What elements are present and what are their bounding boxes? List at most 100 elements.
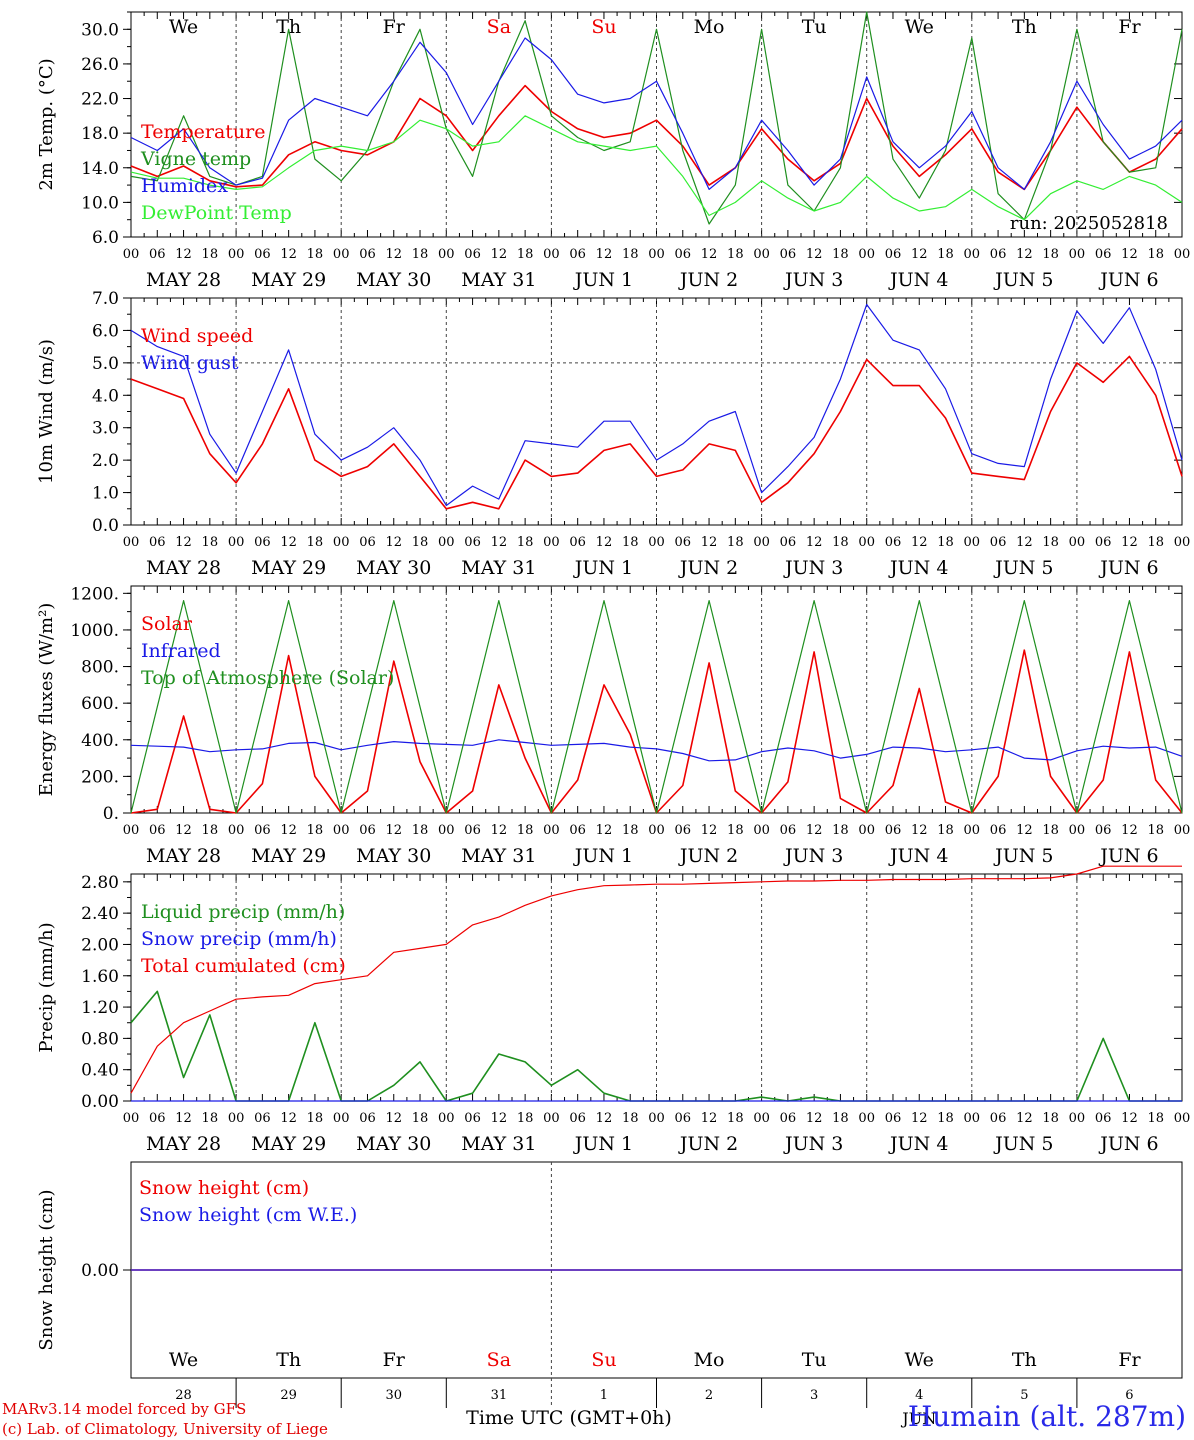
weekday-label: Th: [1012, 1349, 1037, 1371]
x-day-label: MAY 30: [356, 1133, 431, 1155]
y-tick-label: 6.0: [92, 321, 119, 341]
x-day-label: MAY 28: [146, 1133, 221, 1155]
panel-2: 0.0 1.0 2.0 3.0 4.0 5.0 6.0 7.0 10m Wind (m/s) Wi…: [36, 289, 1190, 579]
day-number-label: 3: [810, 1388, 818, 1403]
x-hour-label: 12: [175, 1111, 192, 1126]
day-number-label: 2: [705, 1388, 713, 1403]
x-hour-label: 06: [780, 247, 797, 262]
x-hour-label: 06: [359, 535, 376, 550]
x-hour-label: 18: [622, 535, 639, 550]
day-number-label: 1: [600, 1388, 608, 1403]
x-day-label: MAY 28: [146, 845, 221, 867]
x-hour-label: 12: [491, 535, 508, 550]
x-day-label: JUN 1: [573, 1133, 633, 1155]
y-tick-label: 1.20: [81, 998, 119, 1018]
x-hour-label: 18: [832, 247, 849, 262]
x-hour-label: 18: [1042, 247, 1059, 262]
x-hour-label: 12: [491, 247, 508, 262]
y-axis-label: 10m Wind (m/s): [36, 339, 57, 484]
y-tick-label: 800.: [81, 658, 119, 678]
x-day-label: MAY 29: [251, 845, 326, 867]
x-hour-label: 00: [123, 535, 140, 550]
x-hour-label: 06: [569, 823, 586, 838]
legend-entry: DewPoint Temp: [141, 202, 292, 224]
x-hour-label: 18: [937, 535, 954, 550]
x-hour-label: 18: [1042, 1111, 1059, 1126]
x-hour-label: 06: [359, 247, 376, 262]
x-day-label: MAY 30: [356, 557, 431, 579]
x-hour-label: 18: [937, 1111, 954, 1126]
x-hour-label: 18: [412, 535, 429, 550]
x-hour-label: 18: [1147, 823, 1164, 838]
weekday-label: Tu: [802, 16, 827, 38]
weekday-label: We: [169, 16, 198, 38]
x-hour-label: 12: [911, 1111, 928, 1126]
x-hour-label: 00: [964, 823, 981, 838]
weekday-label: Sa: [487, 16, 511, 38]
x-hour-label: 06: [359, 823, 376, 838]
x-day-label: JUN 2: [678, 1133, 738, 1155]
day-number-label: 30: [385, 1388, 402, 1403]
x-hour-label: 00: [858, 1111, 875, 1126]
x-day-label: JUN 4: [888, 1133, 948, 1155]
x-hour-label: 18: [1042, 823, 1059, 838]
x-hour-label: 18: [1147, 535, 1164, 550]
x-hour-label: 12: [701, 823, 718, 838]
weekday-label: Th: [276, 1349, 301, 1371]
x-hour-label: 06: [254, 823, 271, 838]
series-temperature: [130, 84, 1183, 191]
day-number-label: 29: [280, 1388, 297, 1403]
x-hour-label: 12: [175, 823, 192, 838]
x-hour-label: 06: [254, 1111, 271, 1126]
x-hour-label: 06: [1095, 247, 1112, 262]
x-hour-label: 00: [1174, 1111, 1191, 1126]
x-hour-label: 12: [806, 1111, 823, 1126]
x-hour-label: 12: [806, 247, 823, 262]
x-day-label: MAY 29: [251, 269, 326, 291]
legend-entry: Temperature: [141, 121, 265, 143]
day-number-label: 31: [491, 1388, 508, 1403]
x-day-label: JUN 4: [888, 557, 948, 579]
x-day-label: MAY 29: [251, 1133, 326, 1155]
x-hour-label: 18: [307, 247, 324, 262]
x-hour-label: 06: [569, 247, 586, 262]
x-hour-label: 00: [228, 247, 245, 262]
x-hour-label: 06: [1095, 535, 1112, 550]
x-hour-label: 18: [412, 823, 429, 838]
x-hour-label: 12: [491, 1111, 508, 1126]
weekday-label: Mo: [694, 16, 725, 38]
x-hour-label: 00: [123, 823, 140, 838]
x-hour-label: 06: [990, 823, 1007, 838]
x-hour-label: 06: [464, 1111, 481, 1126]
y-tick-label: 2.80: [81, 873, 119, 893]
weekday-label: Mo: [694, 1349, 725, 1371]
x-day-label: MAY 31: [461, 1133, 536, 1155]
x-hour-label: 00: [1069, 247, 1086, 262]
x-hour-label: 06: [990, 247, 1007, 262]
x-hour-label: 06: [569, 535, 586, 550]
series-top-of-atmosphere-solar: [130, 599, 1183, 814]
weekday-label: Th: [276, 16, 301, 38]
x-day-label: JUN 1: [573, 269, 633, 291]
x-day-label: JUN 3: [783, 557, 843, 579]
x-day-label: JUN 6: [1098, 1133, 1158, 1155]
x-hour-label: 12: [385, 823, 402, 838]
x-hour-label: 12: [385, 1111, 402, 1126]
x-day-label: JUN 6: [1098, 557, 1158, 579]
lab-credit: (c) Lab. of Climatology, University of L…: [2, 1420, 328, 1438]
x-hour-label: 06: [780, 535, 797, 550]
x-hour-label: 06: [149, 1111, 166, 1126]
x-hour-label: 18: [517, 823, 534, 838]
legend-entry: Infrared: [141, 640, 221, 662]
y-tick-label: 2.00: [81, 935, 119, 955]
x-hour-label: 18: [517, 247, 534, 262]
x-hour-label: 18: [1147, 247, 1164, 262]
y-tick-label: 18.0: [81, 124, 119, 144]
x-hour-label: 00: [964, 535, 981, 550]
x-hour-label: 12: [1121, 823, 1138, 838]
x-hour-label: 06: [1095, 1111, 1112, 1126]
x-hour-label: 06: [780, 823, 797, 838]
x-day-label: JUN 4: [888, 845, 948, 867]
x-hour-label: 00: [333, 247, 350, 262]
